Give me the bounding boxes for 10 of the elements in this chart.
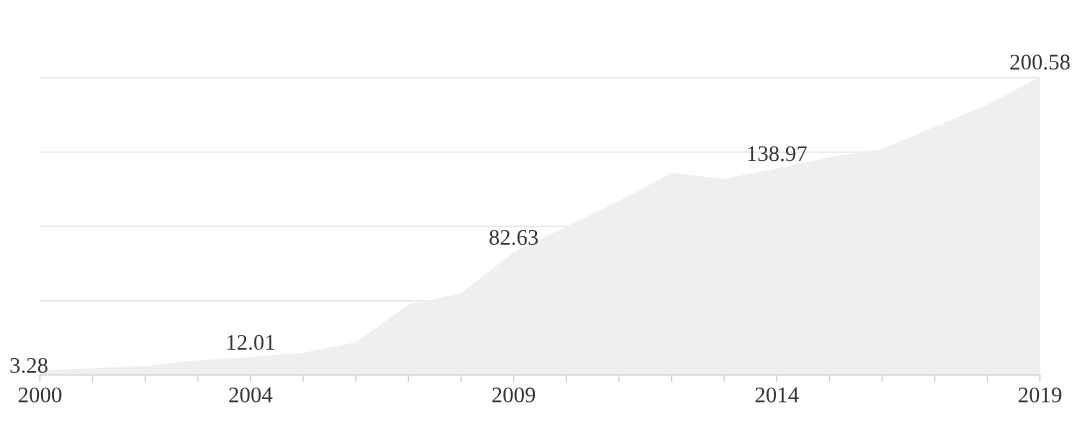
x-tick-label: 2009 (492, 387, 535, 403)
x-tick-label: 2000 (18, 387, 62, 403)
data-label: 138.97 (748, 146, 807, 162)
data-label: 200.58 (1010, 54, 1070, 70)
x-tick-label: 2014 (755, 387, 799, 403)
x-tick-label: 2019 (1018, 387, 1062, 403)
data-label: 3.28 (10, 357, 48, 374)
data-label: 12.01 (227, 334, 275, 350)
data-label: 82.63 (489, 229, 538, 245)
x-tick-label: 2004 (229, 387, 273, 403)
